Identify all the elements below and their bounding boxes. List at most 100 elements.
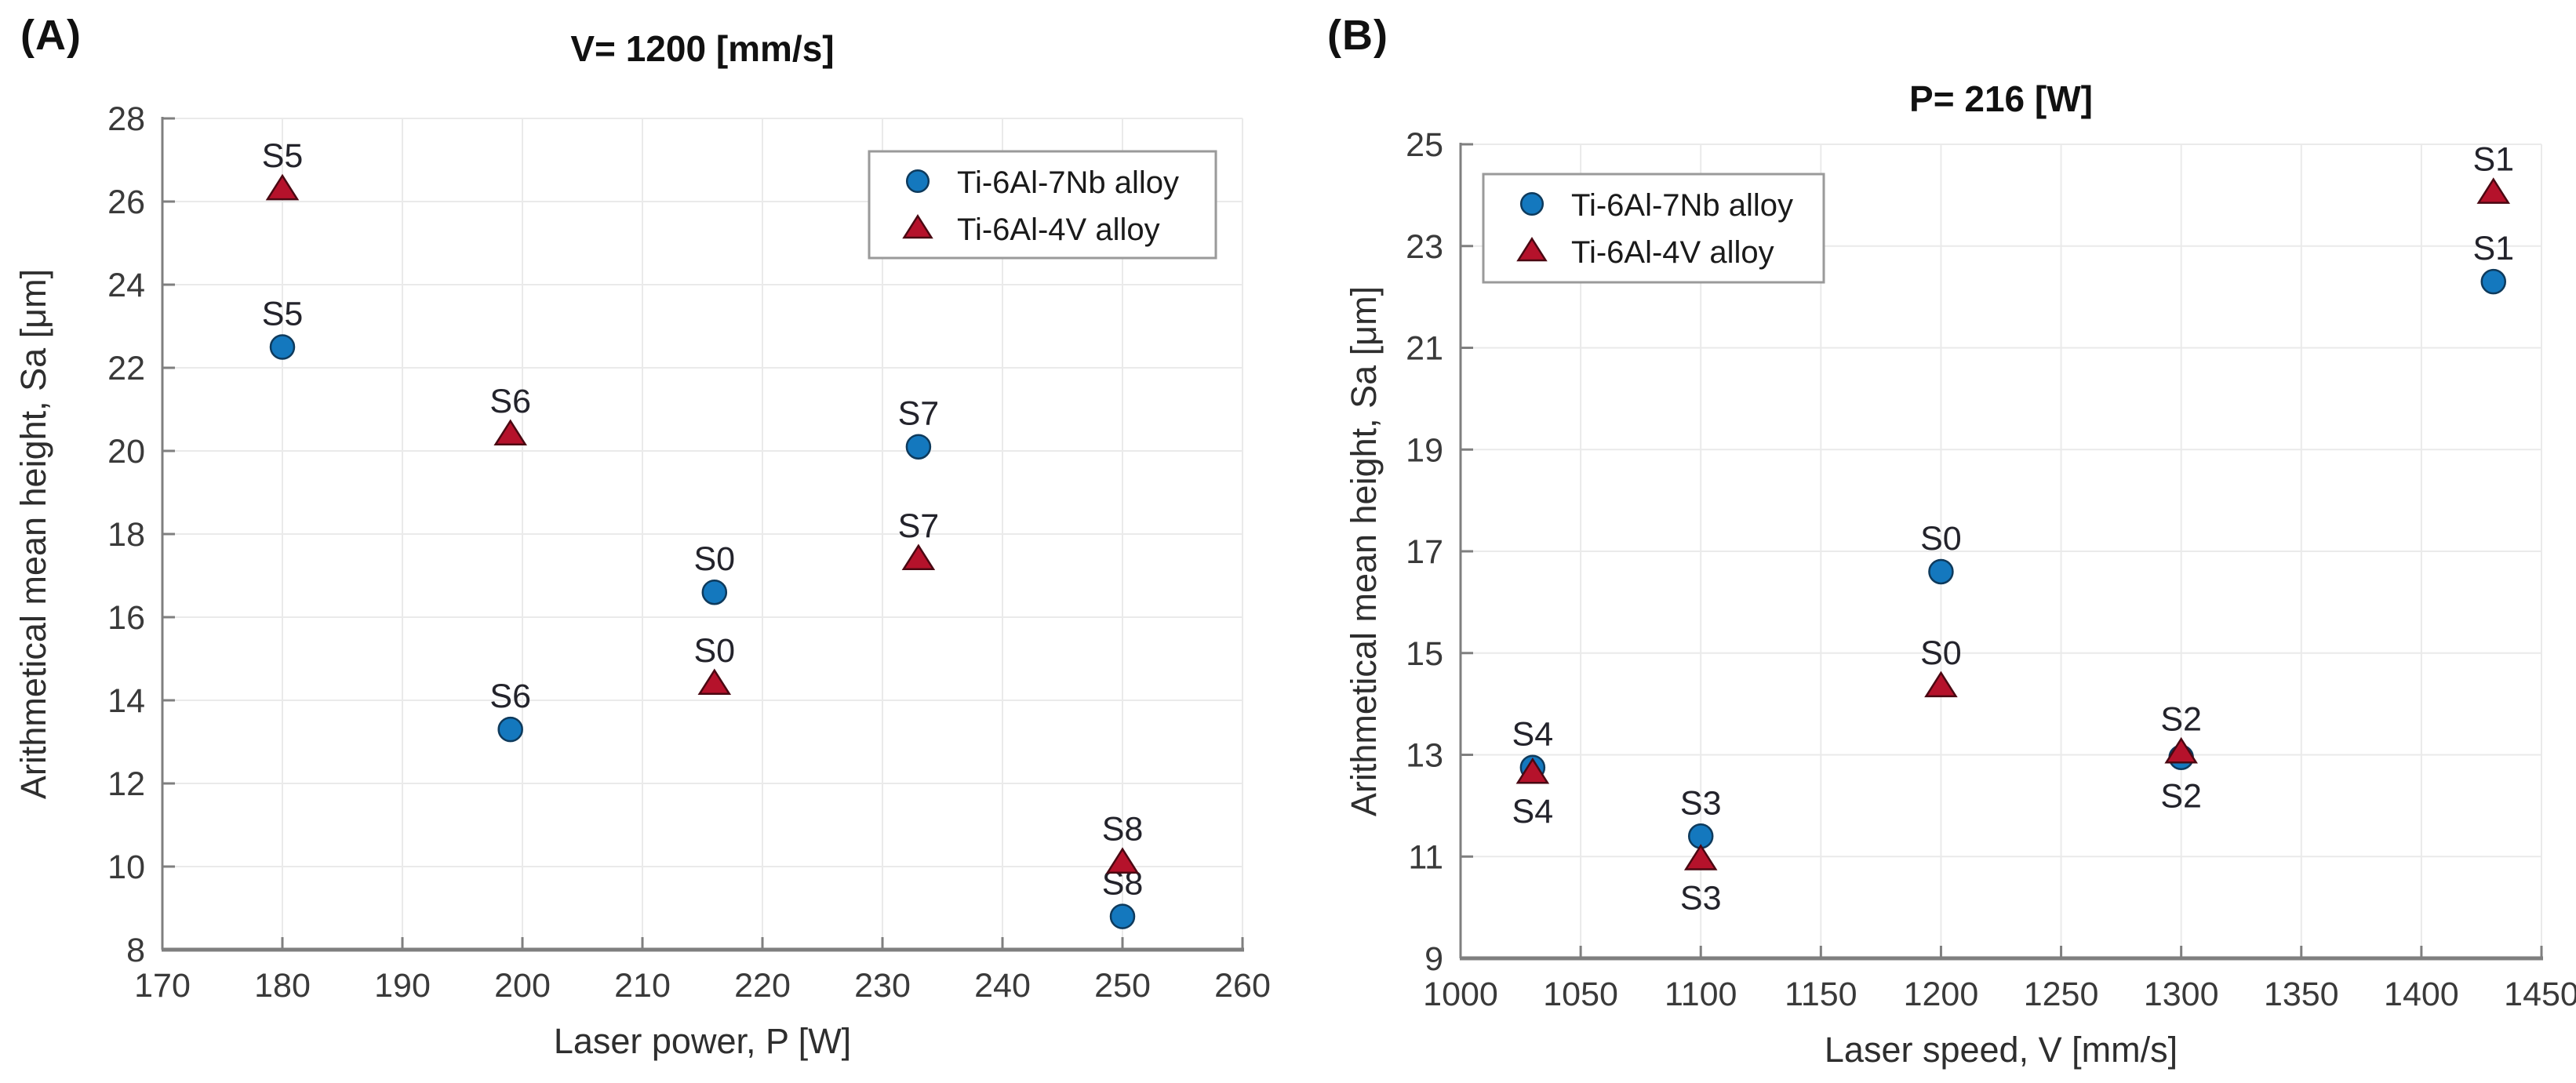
y-tick-label: 21: [1406, 330, 1443, 368]
y-tick-label: 24: [107, 267, 145, 304]
legend: Ti-6Al-7Nb alloy Ti-6Al-4V alloy: [1482, 173, 1825, 284]
data-point-S7-triangle: [901, 543, 936, 571]
point-label-S1: S1: [2472, 230, 2514, 267]
data-point-S2-triangle: [2164, 736, 2198, 764]
point-label-S0: S0: [1920, 634, 1962, 672]
y-axis-label: Arithmetical mean height, Sa [μm]: [13, 269, 53, 799]
y-tick-label: 15: [1406, 635, 1443, 673]
point-label-S5: S5: [262, 137, 304, 175]
series-triangle: S5 S6 S0 S7 S8: [262, 137, 1144, 874]
legend: Ti-6Al-7Nb alloy Ti-6Al-4V alloy: [868, 150, 1217, 260]
x-tick-label: 1400: [2384, 976, 2459, 1013]
y-tick-label: 13: [1406, 737, 1443, 775]
panel-a-corner-label: (A): [20, 12, 82, 59]
x-axis-label: Laser speed, V [mm/s]: [1825, 1030, 2178, 1070]
point-label-S3: S3: [1680, 879, 1722, 917]
y-tick-label: 25: [1406, 126, 1443, 164]
x-tick-label: 1150: [1785, 976, 1857, 1013]
data-point-S5-circle: [269, 334, 296, 360]
y-tick-label: 16: [107, 599, 145, 637]
point-label-S0: S0: [1920, 520, 1962, 558]
point-label-S7: S7: [898, 395, 940, 433]
point-label-S3: S3: [1680, 784, 1722, 822]
legend-circle-icon: [1519, 191, 1545, 216]
data-point-S6-circle: [497, 716, 523, 743]
chart-title: P= 216 [W]: [1909, 78, 2093, 119]
series-triangle: S4 S3 S0 S2 S1: [1512, 141, 2514, 918]
scatter-plot-a: 170 180 190 200 210 220 230 240 250 260 8 10 12 14 16 1…: [13, 28, 1271, 1061]
point-label-S2: S2: [2160, 700, 2202, 738]
axes: [1459, 143, 2543, 961]
panel-b: (B) 1000 1050 1100 1150 1200 1250 1300 1350 1400…: [1288, 0, 2576, 1083]
axes: [161, 117, 1244, 952]
point-label-S0: S0: [693, 632, 735, 670]
data-point-S0-circle: [1928, 558, 1954, 585]
point-label-S4: S4: [1512, 716, 1554, 754]
x-tick-label: 230: [854, 967, 911, 1005]
legend-box: [868, 150, 1217, 260]
point-label-S7: S7: [898, 507, 940, 545]
legend-label: Ti-6Al-4V alloy: [1571, 235, 1774, 270]
point-label-S6: S6: [489, 678, 531, 715]
y-tick-label: 11: [1408, 838, 1443, 876]
data-point-S0-triangle: [697, 668, 732, 696]
legend-label: Ti-6Al-7Nb alloy: [957, 165, 1179, 200]
y-tick-label: 22: [107, 350, 145, 387]
x-tick-label: 1100: [1665, 976, 1737, 1013]
tick-labels: 1000 1050 1100 1150 1200 1250 1300 1350 1400 1450…: [1406, 126, 2576, 1013]
data-point-S5-triangle: [265, 173, 300, 201]
x-tick-label: 200: [494, 967, 551, 1005]
y-tick-label: 23: [1406, 228, 1443, 266]
chart-title: V= 1200 [mm/s]: [570, 28, 834, 69]
x-tick-label: 1350: [2264, 976, 2339, 1013]
point-label-S5: S5: [262, 296, 304, 333]
point-label-S8: S8: [1102, 811, 1144, 849]
panel-b-corner-label: (B): [1327, 12, 1388, 59]
data-point-S1-circle: [2480, 268, 2507, 295]
x-tick-label: 180: [254, 967, 311, 1005]
x-tick-label: 250: [1094, 967, 1151, 1005]
y-tick-label: 9: [1424, 940, 1443, 978]
x-tick-label: 1450: [2504, 976, 2576, 1013]
y-tick-label: 12: [107, 765, 145, 803]
data-point-S0-triangle: [1924, 671, 1958, 698]
y-tick-label: 10: [107, 849, 145, 886]
y-tick-label: 26: [107, 184, 145, 221]
series-circle: S5 S6 S0 S7 S8: [262, 296, 1143, 929]
data-point-S8-circle: [1109, 903, 1136, 929]
x-tick-label: 170: [134, 967, 191, 1005]
y-tick-label: 17: [1406, 533, 1443, 571]
x-axis-label: Laser power, P [W]: [554, 1021, 851, 1061]
point-label-S2: S2: [2160, 778, 2202, 816]
tick-labels: 170 180 190 200 210 220 230 240 250 260 8 10 12 14 16 1…: [107, 100, 1271, 1005]
x-tick-label: 210: [614, 967, 671, 1005]
y-axis-label: Arithmetical mean height, Sa [μm]: [1344, 286, 1384, 816]
y-tick-label: 28: [107, 100, 145, 138]
scatter-plot-b: 1000 1050 1100 1150 1200 1250 1300 1350 1400 1450…: [1344, 78, 2576, 1070]
x-tick-label: 1000: [1423, 976, 1498, 1013]
x-tick-label: 190: [374, 967, 431, 1005]
legend-triangle-icon: [902, 214, 933, 239]
point-label-S6: S6: [489, 383, 531, 420]
x-tick-label: 1300: [2144, 976, 2219, 1013]
x-tick-label: 220: [734, 967, 791, 1005]
legend-box: [1482, 173, 1825, 284]
data-point-S1-triangle: [2476, 177, 2511, 204]
x-tick-label: 1250: [2024, 976, 2099, 1013]
panel-a: (A) 170 180 190 200 210 220 230 240 250 260 8 10 12 1…: [13, 12, 1271, 1061]
data-point-S8-triangle: [1105, 847, 1140, 874]
data-point-S0-circle: [701, 579, 728, 605]
legend-label: Ti-6Al-7Nb alloy: [1571, 188, 1793, 223]
data-point-S4-triangle: [1515, 757, 1550, 784]
y-tick-label: 8: [126, 932, 145, 969]
point-label-S1: S1: [2472, 141, 2514, 179]
legend-circle-icon: [905, 169, 930, 194]
y-tick-label: 19: [1406, 431, 1443, 469]
data-point-S3-triangle: [1683, 844, 1718, 870]
y-tick-label: 14: [107, 682, 145, 720]
point-label-S4: S4: [1512, 793, 1554, 830]
y-tick-label: 20: [107, 433, 145, 471]
legend-triangle-icon: [1516, 237, 1548, 262]
x-tick-label: 240: [974, 967, 1031, 1005]
data-point-S6-triangle: [493, 419, 527, 446]
